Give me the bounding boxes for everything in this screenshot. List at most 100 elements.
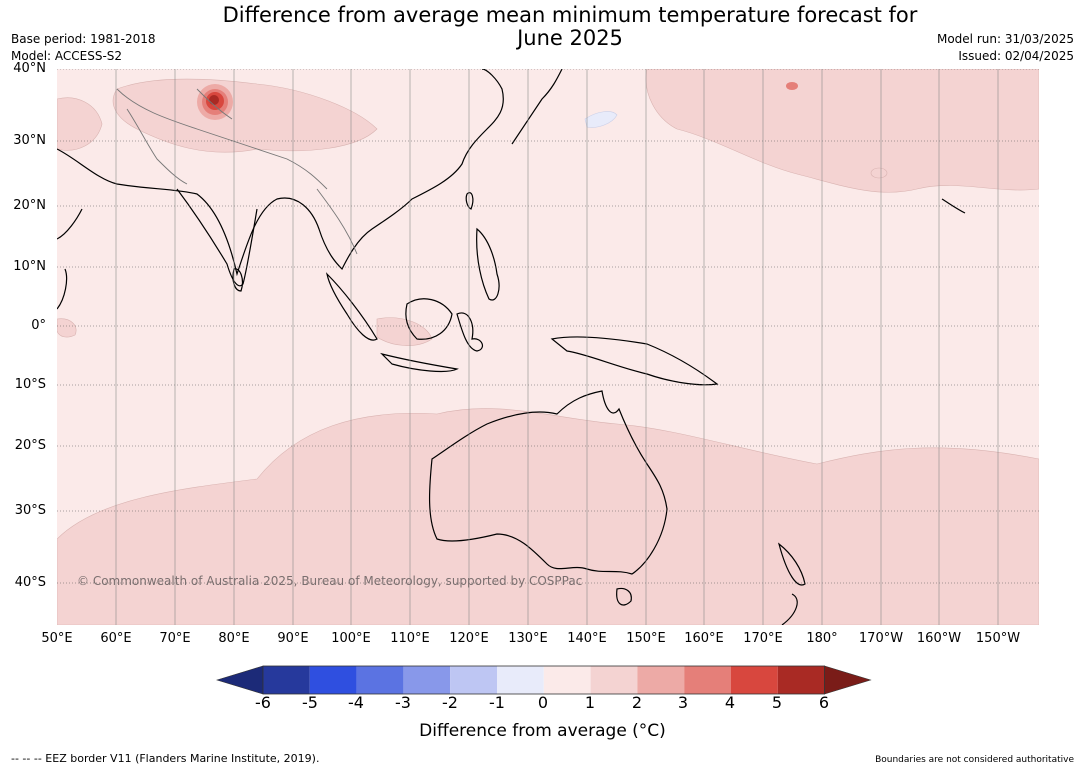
lat-label-20s: 20°S	[14, 438, 46, 453]
lat-label-10n: 10°N	[13, 259, 46, 274]
colorbar-tick: -4	[348, 693, 364, 712]
anomaly-region-arabian-sea	[57, 97, 103, 151]
map-title: Difference from average mean minimum tem…	[222, 3, 918, 50]
meta-left: Base period: 1981-2018 Model: ACCESS-S2	[11, 31, 156, 65]
colorbar-tick: 1	[584, 693, 596, 712]
colorbar-label: Difference from average (°C)	[419, 721, 666, 741]
colorbar-swatch	[309, 666, 357, 694]
lon-label-150w: 150°W	[975, 631, 1021, 646]
lon-label-180: 180°	[806, 631, 838, 646]
coastline-java	[380, 352, 459, 373]
coastline-new-zealand-north	[777, 542, 806, 586]
lat-label-30n: 30°N	[13, 133, 46, 148]
lon-label-110e: 110°E	[390, 631, 430, 646]
lon-label-170e: 170°E	[743, 631, 783, 646]
lon-label-170w: 170°W	[858, 631, 904, 646]
colorbar-swatch	[403, 666, 451, 694]
coastline-new-guinea	[550, 336, 719, 386]
copyright-notice: © Commonwealth of Australia 2025, Bureau…	[77, 574, 583, 588]
coastlines	[57, 69, 966, 625]
hotspot-core-5-6	[209, 95, 219, 105]
colorbar-tick: -2	[442, 693, 458, 712]
anomaly-spot-west-pacific	[786, 82, 798, 90]
lat-label-20n: 20°N	[13, 198, 46, 213]
colorbar-swatch	[356, 666, 404, 694]
anomaly-region-northwest-pacific	[645, 69, 1039, 193]
anomaly-region-sulawesi	[376, 317, 433, 346]
colorbar-swatch	[731, 666, 778, 694]
anomaly-hotspot-kashmir	[197, 84, 233, 120]
anomaly-region-cool-patch	[584, 111, 618, 128]
colorbar-under-arrow	[215, 665, 264, 695]
border-indochina	[316, 188, 358, 255]
base-period: Base period: 1981-2018	[11, 32, 156, 46]
lon-label-90e: 90°E	[277, 631, 309, 646]
colorbar-tick: 4	[724, 693, 736, 712]
lat-label-equator: 0°	[31, 318, 46, 333]
anomaly-region-south-australia	[57, 408, 1039, 625]
coastline-arabian-peninsula	[57, 208, 83, 240]
border-south-asia	[126, 108, 188, 185]
lon-label-160w: 160°W	[916, 631, 962, 646]
coastline-west-arabia	[57, 268, 68, 310]
colorbar-tick: -5	[302, 693, 318, 712]
anomaly-region-equatorial-arabian	[57, 318, 77, 338]
colorbar-tick: 3	[677, 693, 689, 712]
map-svg	[57, 69, 1039, 625]
colorbar-swatch	[263, 666, 310, 694]
meta-right: Model run: 31/03/2025 Issued: 02/04/2025	[937, 31, 1074, 65]
colorbar-swatch	[777, 666, 825, 694]
lon-label-100e: 100°E	[331, 631, 371, 646]
eez-legend-note: -- -- -- EEZ border V11 (Flanders Marine…	[11, 752, 320, 765]
coastline-sulawesi	[456, 312, 484, 352]
lat-label-30s: 30°S	[14, 503, 46, 518]
colorbar-swatch	[543, 666, 591, 694]
longitude-gridlines	[115, 69, 999, 625]
border-kashmir	[196, 88, 233, 120]
anomaly-1-2-shading	[57, 69, 1039, 625]
lon-label-160e: 160°E	[684, 631, 724, 646]
model-name: Model: ACCESS-S2	[11, 49, 123, 63]
colorbar-frame	[262, 665, 825, 695]
lon-label-50e: 50°E	[41, 631, 73, 646]
lon-label-120e: 120°E	[449, 631, 489, 646]
colorbar-swatch	[590, 666, 638, 694]
coastline-taiwan	[465, 192, 474, 210]
lon-label-70e: 70°E	[159, 631, 191, 646]
lon-label-60e: 60°E	[100, 631, 132, 646]
coastline-australia	[428, 390, 668, 575]
lon-label-130e: 130°E	[508, 631, 548, 646]
model-run: Model run: 31/03/2025	[936, 32, 1074, 46]
coastline-sumatra	[326, 272, 378, 341]
border-india-himalaya	[116, 88, 328, 190]
issued-date: Issued: 02/04/2025	[958, 49, 1074, 63]
coastline-sri-lanka	[232, 268, 244, 292]
coastline-borneo	[405, 298, 453, 340]
coastline-india	[176, 188, 258, 287]
lon-label-80e: 80°E	[218, 631, 250, 646]
coastline-asia-mainland	[57, 69, 504, 277]
colorbar-over-arrow	[824, 665, 872, 695]
colorbar	[215, 665, 872, 695]
colorbar-tick: -1	[489, 693, 505, 712]
lon-label-140e: 140°E	[567, 631, 607, 646]
lat-label-40s: 40°S	[14, 575, 46, 590]
lon-label-150e: 150°E	[626, 631, 666, 646]
map-panel: © Commonwealth of Australia 2025, Bureau…	[57, 69, 1039, 625]
colorbar-tick: 6	[818, 693, 830, 712]
colorbar-swatch	[684, 666, 731, 694]
coastline-philippines	[476, 227, 500, 301]
country-borders	[116, 88, 358, 255]
colorbar-swatch	[637, 666, 685, 694]
boundaries-disclaimer: Boundaries are not considered authoritat…	[875, 755, 1074, 765]
colorbar-swatch	[450, 666, 497, 694]
coastline-hawaii	[941, 198, 966, 214]
lat-label-40n: 40°N	[13, 61, 46, 76]
coastline-japan	[511, 69, 563, 145]
anomaly-spot-central-pacific	[870, 167, 888, 179]
colorbar-tick: 2	[631, 693, 643, 712]
coastline-tasmania	[616, 587, 632, 606]
colorbar-tick: 0	[537, 693, 549, 712]
colorbar-tick: -3	[395, 693, 411, 712]
coastline-new-zealand-south	[781, 593, 798, 625]
